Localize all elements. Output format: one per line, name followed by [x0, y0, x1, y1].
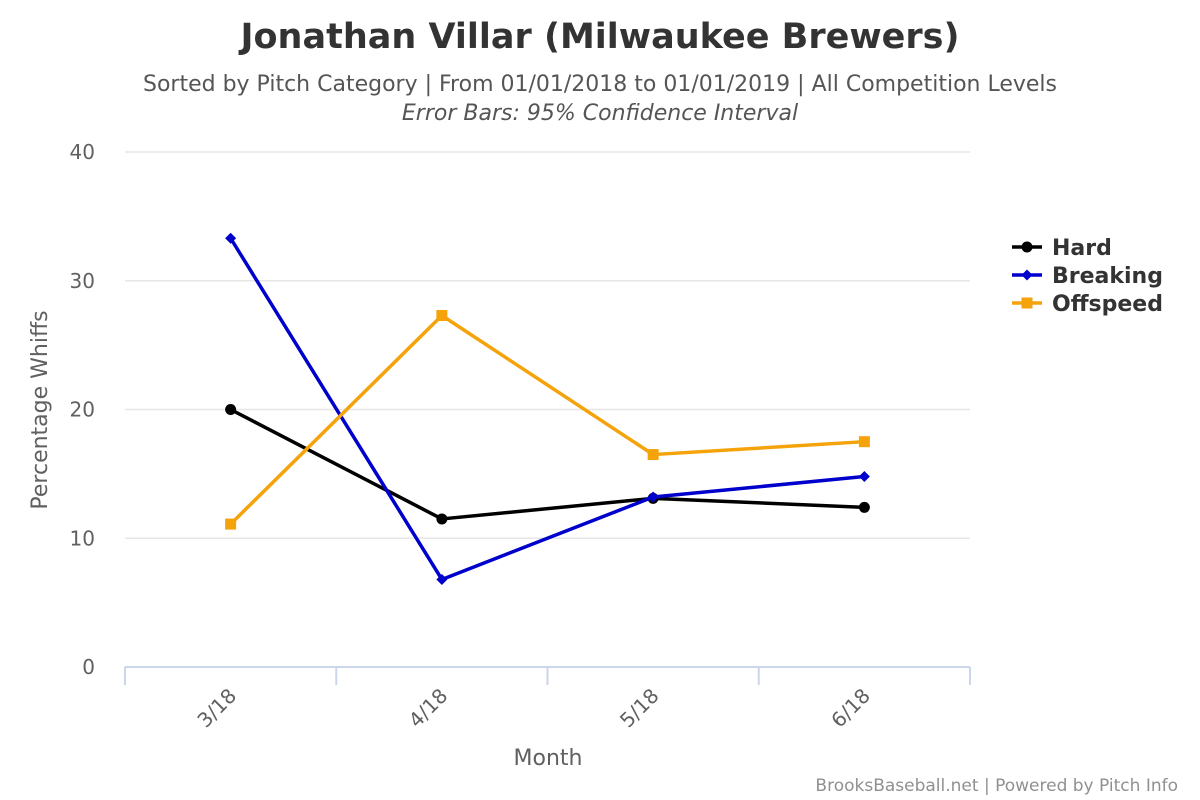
chart-title: Jonathan Villar (Milwaukee Brewers) — [238, 17, 959, 57]
series-line-offspeed[interactable] — [228, 313, 867, 526]
grid — [125, 151, 970, 539]
series-line-hard[interactable] — [228, 407, 867, 521]
data-point-offspeed[interactable] — [647, 449, 659, 461]
y-tick-label: 40 — [70, 140, 95, 164]
legend-symbol-marker[interactable] — [1021, 241, 1033, 253]
data-point-breaking[interactable] — [225, 232, 237, 244]
data-point-offspeed[interactable] — [436, 310, 448, 322]
data-point-hard[interactable] — [858, 501, 870, 513]
series-line-breaking[interactable] — [228, 236, 867, 582]
data-point-breaking[interactable] — [436, 573, 448, 585]
legend-label: Hard — [1052, 236, 1112, 261]
chart-subtitle-error-bars: Error Bars: 95% Confidence Interval — [402, 101, 798, 126]
x-axis-title: Month — [514, 746, 583, 771]
x-tick-label: 4/18 — [404, 684, 453, 733]
plot-area — [225, 232, 870, 585]
legend-item-breaking[interactable]: Breaking — [1012, 264, 1163, 289]
y-axis-title: Percentage Whiffs — [28, 310, 53, 509]
y-tick-label: 0 — [82, 655, 95, 679]
series-breaking — [225, 232, 870, 585]
y-tick-label: 10 — [70, 526, 95, 550]
data-point-offspeed[interactable] — [225, 518, 237, 530]
x-tick-label: 3/18 — [192, 684, 241, 733]
series-offspeed — [225, 310, 870, 530]
x-tick-label: 5/18 — [615, 684, 664, 733]
data-point-offspeed[interactable] — [858, 436, 870, 448]
legend-label: Breaking — [1052, 264, 1163, 289]
y-tick-label: 20 — [70, 398, 95, 422]
legend-label: Offspeed — [1052, 292, 1163, 317]
data-point-hard[interactable] — [225, 404, 237, 415]
data-point-breaking[interactable] — [647, 491, 659, 503]
legend-item-hard[interactable]: Hard — [1012, 236, 1112, 261]
series-hard — [225, 404, 870, 525]
legend-symbol-marker[interactable] — [1021, 269, 1033, 281]
chart-subtitle: Sorted by Pitch Category | From 01/01/20… — [143, 72, 1057, 97]
credits[interactable]: BrooksBaseball.net | Powered by Pitch In… — [815, 776, 1178, 796]
axes: 0 10 20 30 40 3/18 4/18 5/18 6/18 — [70, 140, 971, 733]
legend[interactable]: Hard Breaking Offspeed — [1012, 236, 1163, 317]
data-point-hard[interactable] — [436, 513, 448, 525]
x-tick-label: 6/18 — [826, 684, 875, 733]
legend-symbol-marker[interactable] — [1021, 297, 1033, 309]
y-tick-label: 30 — [70, 269, 95, 293]
data-point-breaking[interactable] — [858, 470, 870, 482]
legend-item-offspeed[interactable]: Offspeed — [1012, 292, 1163, 317]
